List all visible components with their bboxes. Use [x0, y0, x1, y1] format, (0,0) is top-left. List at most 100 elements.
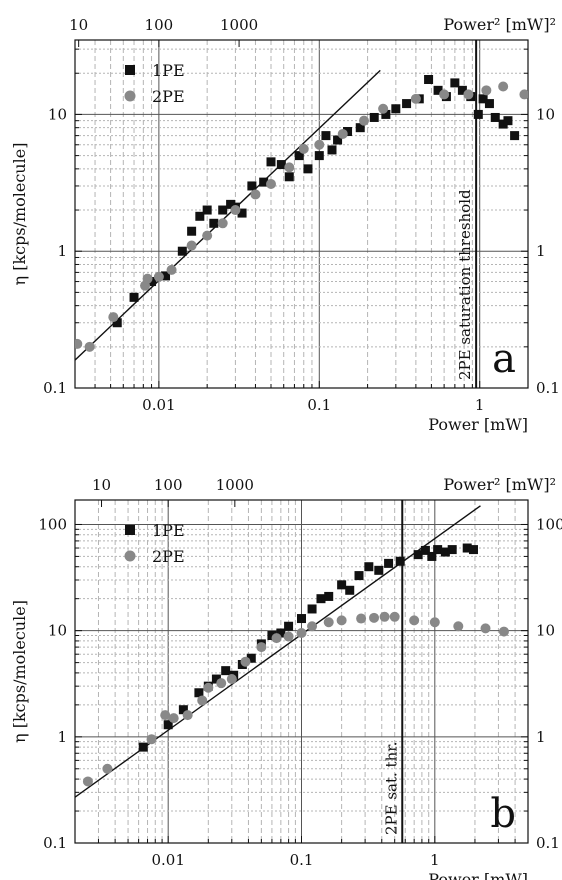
data-point-2PE	[216, 678, 227, 689]
legend-marker-2PE	[124, 90, 136, 102]
plot-area	[75, 500, 509, 843]
y-tick-label-right: 0.1	[536, 379, 560, 397]
y-tick-label-right: 1	[536, 728, 546, 746]
legend-marker-1PE	[125, 525, 135, 535]
data-point-1PE	[284, 621, 294, 631]
y-tick-label: 10	[48, 622, 67, 640]
y-axis-label: η [kcps/molecule]	[10, 600, 29, 743]
x-tick-label: 0.1	[307, 396, 331, 414]
data-point-2PE	[519, 89, 528, 100]
saturation-threshold-label: 2PE saturation threshold	[456, 189, 474, 380]
x-tick-label: 0.01	[151, 851, 184, 869]
data-point-2PE	[142, 273, 153, 284]
data-point-2PE	[166, 264, 177, 275]
y-tick-label-right: 10	[536, 622, 555, 640]
data-point-2PE	[356, 613, 367, 624]
data-point-2PE	[378, 103, 389, 114]
x-tick-label: 0.01	[142, 396, 175, 414]
data-point-1PE	[202, 205, 212, 215]
data-point-1PE	[384, 558, 394, 568]
data-point-1PE	[276, 160, 286, 170]
data-point-1PE	[420, 545, 430, 555]
series-1PE	[112, 75, 520, 328]
x-tick-label: 1	[430, 851, 440, 869]
data-point-2PE	[439, 89, 450, 100]
data-point-2PE	[75, 338, 83, 349]
y-tick-label: 0.1	[43, 379, 67, 397]
data-point-1PE	[321, 131, 331, 141]
data-point-1PE	[503, 116, 513, 126]
chart-panel-a: 0.01 0.1 1 0.1 0.1 1 1 10 10 10 100 1000 Power [mW] P…	[10, 15, 560, 434]
data-point-1PE	[237, 208, 247, 218]
data-point-2PE	[84, 341, 95, 352]
data-point-1PE	[490, 112, 500, 122]
data-point-2PE	[498, 81, 509, 92]
data-point-1PE	[402, 99, 412, 109]
data-point-1PE	[297, 614, 306, 624]
data-point-2PE	[197, 695, 208, 706]
data-point-2PE	[323, 617, 334, 628]
data-point-1PE	[484, 99, 494, 109]
data-point-1PE	[276, 628, 286, 638]
data-point-1PE	[333, 135, 343, 145]
y-tick-label: 1	[57, 728, 67, 746]
legend-marker-1PE	[125, 65, 135, 75]
data-point-2PE	[284, 162, 295, 173]
top-tick-label: 10	[92, 476, 111, 494]
data-point-2PE	[389, 611, 400, 622]
data-point-2PE	[283, 631, 294, 642]
data-point-1PE	[433, 545, 443, 555]
grid-lines	[75, 500, 528, 843]
y-tick-label-right: 10	[536, 105, 555, 123]
data-point-2PE	[256, 642, 267, 653]
top-axis-label: Power² [mW]²	[443, 15, 556, 34]
data-point-2PE	[337, 128, 348, 139]
data-point-1PE	[343, 127, 353, 137]
data-point-1PE	[395, 556, 405, 566]
data-point-1PE	[337, 580, 347, 590]
data-point-2PE	[409, 615, 420, 626]
data-point-2PE	[102, 763, 113, 774]
data-point-1PE	[178, 705, 188, 715]
panel-letter: a	[492, 336, 516, 382]
data-point-2PE	[240, 656, 251, 667]
data-point-2PE	[203, 682, 214, 693]
data-point-1PE	[195, 211, 205, 221]
data-point-1PE	[221, 666, 231, 676]
data-point-2PE	[336, 615, 347, 626]
data-point-1PE	[478, 94, 488, 104]
data-point-1PE	[327, 145, 337, 155]
series-2PE	[75, 81, 528, 352]
y-tick-label-right: 100	[536, 515, 562, 533]
y-axis-label: η [kcps/molecule]	[10, 143, 29, 286]
y-tick-label-right: 0.1	[536, 834, 560, 852]
data-point-1PE	[112, 318, 122, 328]
data-point-1PE	[163, 720, 173, 730]
data-point-1PE	[211, 674, 221, 684]
y-tick-label: 1	[57, 242, 67, 260]
data-point-1PE	[226, 199, 236, 209]
data-point-2PE	[298, 143, 309, 154]
data-point-1PE	[138, 742, 148, 752]
y-tick-label-right: 1	[536, 242, 546, 260]
data-point-1PE	[194, 688, 204, 698]
data-point-1PE	[413, 550, 423, 560]
top-tick-label: 100	[154, 476, 183, 494]
top-tick-label: 1000	[220, 16, 258, 34]
data-point-1PE	[259, 177, 269, 187]
data-point-2PE	[410, 93, 421, 104]
panel-letter: b	[490, 791, 516, 837]
data-point-1PE	[355, 123, 365, 133]
x-tick-label: 1	[475, 396, 485, 414]
data-point-2PE	[463, 89, 474, 100]
saturation-threshold-label: 2PE sat. thr.	[382, 741, 400, 835]
data-point-1PE	[324, 591, 334, 601]
data-point-1PE	[364, 562, 374, 572]
top-tick-label: 100	[145, 16, 174, 34]
plot-frame	[74, 39, 529, 389]
data-point-2PE	[186, 240, 197, 251]
grid-lines	[75, 40, 528, 388]
data-point-2PE	[369, 612, 380, 623]
x-axis-label: Power [mW]	[428, 870, 528, 880]
